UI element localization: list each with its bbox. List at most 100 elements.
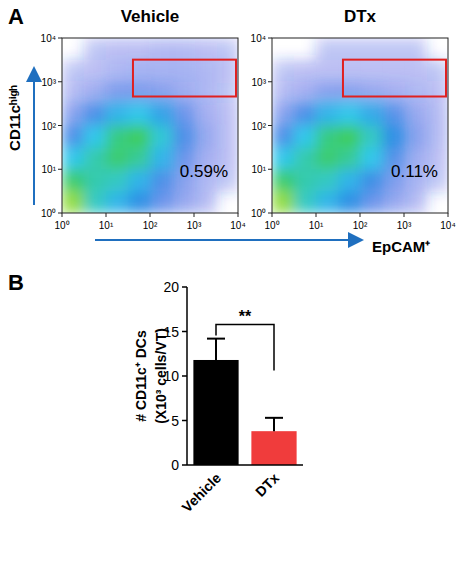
density-cell — [150, 82, 173, 104]
gate-percent: 0.59% — [180, 162, 228, 181]
x-tick — [272, 213, 273, 217]
density-cell — [62, 82, 85, 104]
gate — [343, 60, 446, 97]
density-cell — [316, 191, 339, 213]
error-stem — [273, 418, 275, 431]
x-tick — [238, 213, 239, 217]
x-tick — [194, 213, 195, 217]
density-cell — [84, 60, 107, 82]
density-cell — [426, 82, 448, 104]
density-cell — [216, 38, 238, 60]
y-axis-label: # CD11c⁺ DCs — [133, 330, 149, 422]
density-cell — [172, 104, 195, 126]
density-cell — [338, 169, 361, 191]
density-cell — [360, 38, 383, 60]
density-cell — [62, 191, 85, 213]
panel-title: DTx — [344, 7, 377, 26]
density-cell — [128, 60, 151, 82]
y-tick — [268, 169, 272, 170]
y-tick-label: 10³ — [252, 77, 267, 88]
density-cell — [84, 38, 107, 60]
x-tick-label: 10³ — [397, 220, 412, 231]
density-cell — [316, 147, 339, 169]
density-cell — [194, 38, 217, 60]
y-tick — [268, 125, 272, 126]
plot-area — [62, 38, 238, 213]
x-tick-label: Vehicle — [179, 470, 225, 516]
y-tick — [182, 375, 187, 377]
density-cell — [272, 60, 295, 82]
density-cell — [294, 147, 317, 169]
x-tick — [448, 213, 449, 217]
density-cell — [316, 169, 339, 191]
y-tick-label: 10⁴ — [41, 33, 56, 44]
density-cell — [338, 147, 361, 169]
y-tick — [268, 213, 272, 214]
bar — [193, 360, 238, 465]
density-cell — [272, 126, 295, 148]
density-cell — [194, 191, 217, 213]
density-cell — [194, 82, 217, 104]
density-cell — [272, 104, 295, 126]
x-tick — [106, 213, 107, 217]
density-cell — [106, 104, 129, 126]
density-cell — [382, 126, 405, 148]
density-cell — [338, 191, 361, 213]
density-cell — [172, 126, 195, 148]
density-cell — [272, 147, 295, 169]
density-cell — [338, 104, 361, 126]
density-cell — [360, 169, 383, 191]
plot-frame — [62, 38, 238, 213]
density-cell — [106, 147, 129, 169]
density-cell — [172, 38, 195, 60]
y-tick — [58, 81, 62, 82]
density-cell — [294, 169, 317, 191]
density-cell — [194, 104, 217, 126]
density-cell — [272, 191, 295, 213]
density-cell — [62, 104, 85, 126]
density-cell — [360, 126, 383, 148]
x-tick-label: 10² — [353, 220, 368, 231]
y-tick — [58, 213, 62, 214]
density-cell — [62, 169, 85, 191]
density-cell — [84, 147, 107, 169]
density-cell — [172, 60, 195, 82]
bar — [251, 431, 296, 465]
density-cell — [194, 60, 217, 82]
y-tick — [182, 420, 187, 422]
y-tick-label: 10¹ — [42, 164, 57, 175]
y-tick-label: 10² — [42, 121, 57, 132]
density-cell — [128, 104, 151, 126]
density-cell — [360, 104, 383, 126]
x-tick-label: DTx — [252, 470, 282, 500]
density-cell — [294, 82, 317, 104]
y-tick — [268, 38, 272, 39]
density — [62, 38, 238, 213]
x-tick-label: 10⁴ — [440, 220, 455, 231]
density-cell — [216, 82, 238, 104]
y-axis-label: CD11cʰⁱᵍʰ — [6, 85, 23, 151]
density-cell — [150, 104, 173, 126]
density-cell — [338, 82, 361, 104]
density-cell — [128, 191, 151, 213]
density-cell — [426, 126, 448, 148]
density-cell — [128, 38, 151, 60]
x-tick-label: 10² — [143, 220, 158, 231]
density-cell — [84, 104, 107, 126]
y-axis-label: (X10³ cells/VT) — [153, 328, 169, 424]
y-tick — [182, 331, 187, 333]
density-cell — [62, 38, 85, 60]
density-cell — [382, 60, 405, 82]
density-cell — [316, 126, 339, 148]
density-cell — [216, 126, 238, 148]
density-cell — [128, 126, 151, 148]
density-cell — [172, 82, 195, 104]
density-cell — [128, 82, 151, 104]
plot-bg — [62, 38, 238, 213]
x-arrow — [95, 239, 360, 241]
y-tick-label: 10¹ — [252, 164, 267, 175]
gate-percent: 0.11% — [391, 162, 438, 181]
density-cell — [150, 38, 173, 60]
density-cell — [426, 38, 448, 60]
density-cell — [128, 147, 151, 169]
